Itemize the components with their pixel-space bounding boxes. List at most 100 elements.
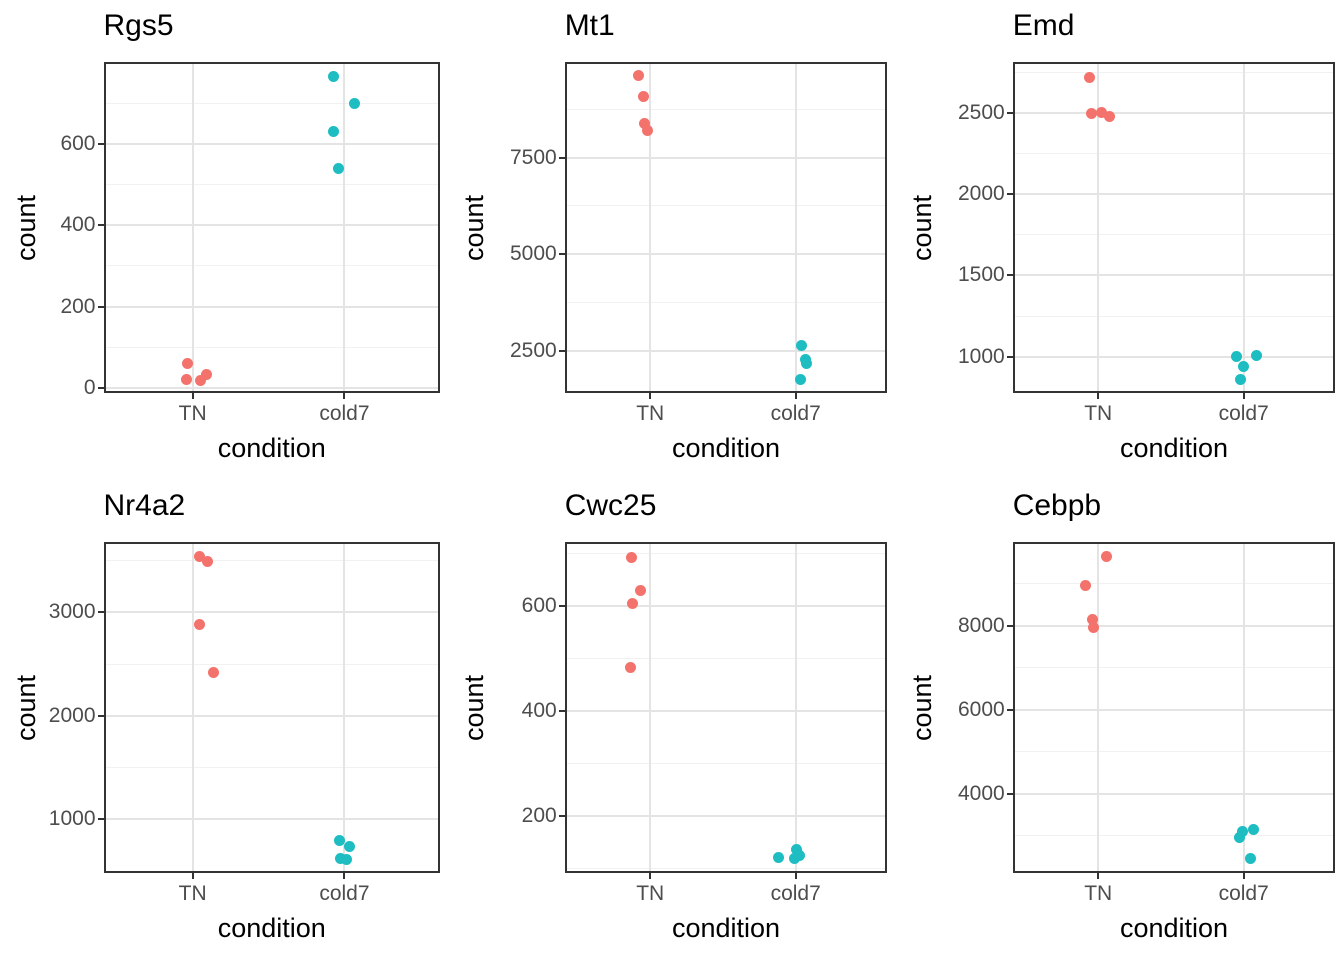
x-axis-tick	[794, 393, 797, 399]
data-point	[634, 584, 646, 596]
gridline-major-v	[191, 64, 194, 391]
panel-emd: Emd count 1000 1500 2000 2500 TN cold7 condition	[896, 0, 1344, 480]
gridline-major-h	[1014, 708, 1334, 711]
x-tick-label: cold7	[1218, 402, 1269, 425]
plot-area	[1012, 542, 1336, 873]
y-axis-title: count	[907, 194, 937, 261]
panel-title: Rgs5	[103, 9, 174, 42]
data-point	[1087, 621, 1099, 633]
x-tick-label: cold7	[770, 882, 821, 905]
data-point	[1086, 613, 1098, 625]
data-point	[348, 98, 360, 110]
gridline-major-h	[1014, 792, 1334, 795]
x-axis-tick	[649, 873, 652, 879]
x-tick-label: cold7	[770, 402, 821, 425]
gridline-major-v	[1097, 64, 1100, 391]
gridline-minor-h	[1014, 667, 1334, 669]
gridline-major-h	[105, 611, 438, 614]
panel-title: Nr4a2	[103, 489, 186, 522]
y-axis-tick	[97, 387, 104, 390]
y-axis-tick	[97, 714, 104, 717]
y-tick-label: 6000	[957, 697, 1005, 721]
x-tick-label: cold7	[319, 402, 370, 425]
y-axis-tick	[1006, 112, 1013, 115]
y-tick-label: 200	[521, 803, 557, 827]
y-axis-tick	[1006, 708, 1013, 711]
y-tick-label: 200	[60, 294, 96, 318]
y-axis-tick	[1006, 624, 1013, 627]
gridline-major-h	[105, 387, 438, 390]
gridline-major-v	[1242, 64, 1245, 391]
data-point	[1083, 71, 1095, 83]
gridline-minor-h	[1014, 751, 1334, 753]
gridline-major-h	[1014, 624, 1334, 627]
data-point	[1245, 853, 1257, 865]
data-point	[1100, 551, 1112, 563]
x-axis-title: condition	[217, 433, 326, 463]
panel-title: Emd	[1012, 9, 1075, 42]
x-axis-tick	[1097, 873, 1100, 879]
data-point	[327, 126, 339, 138]
gridline-minor-h	[1014, 234, 1334, 236]
y-tick-label: 2500	[509, 339, 557, 363]
y-axis-tick	[558, 604, 565, 607]
gridline-minor-h	[566, 867, 886, 869]
gridline-minor-h	[105, 102, 438, 104]
y-tick-label: 1000	[957, 344, 1005, 368]
plot-area	[564, 542, 888, 873]
data-point	[1095, 106, 1107, 118]
data-point	[1231, 351, 1243, 363]
gridline-major-h	[105, 305, 438, 308]
data-point	[1079, 580, 1091, 592]
x-axis-title: condition	[671, 913, 781, 943]
y-axis-tick	[1006, 274, 1013, 277]
gridline-major-h	[1014, 355, 1334, 358]
y-tick-label: 7500	[509, 145, 557, 169]
y-tick-label: 2500	[957, 101, 1005, 125]
y-tick-label: 1500	[957, 263, 1005, 287]
gridline-major-h	[566, 814, 886, 817]
gridline-major-h	[1014, 274, 1334, 277]
gridline-major-v	[1097, 544, 1100, 871]
gridline-major-h	[105, 714, 438, 717]
gridline-major-h	[566, 709, 886, 712]
x-axis-title: condition	[1119, 913, 1229, 943]
y-tick-label: 2000	[957, 182, 1005, 206]
y-axis-tick	[558, 709, 565, 712]
gridline-major-v	[343, 64, 346, 391]
gridline-minor-h	[105, 265, 438, 267]
y-tick-label: 600	[60, 131, 96, 155]
x-tick-label: cold7	[1218, 882, 1269, 905]
x-tick-label: TN	[636, 402, 665, 425]
gridline-major-v	[191, 544, 194, 871]
data-point	[1085, 108, 1097, 120]
y-axis-tick	[558, 156, 565, 159]
gridline-minor-h	[105, 767, 438, 769]
panel-mt1: Mt1 count 2500 5000 7500 TN cold7 condition	[448, 0, 896, 480]
y-tick-label: 4000	[957, 781, 1005, 805]
y-axis-tick	[558, 814, 565, 817]
y-tick-label: 400	[521, 698, 557, 722]
panel-nr4a2: Nr4a2 count 1000 2000 3000 TN cold7 condition	[0, 480, 448, 960]
data-point	[332, 162, 344, 174]
gridline-minor-h	[566, 553, 886, 555]
y-axis-title: count	[459, 194, 489, 261]
y-axis-tick	[558, 350, 565, 353]
y-axis-tick	[97, 818, 104, 821]
gridline-minor-h	[1014, 153, 1334, 155]
data-point	[638, 117, 650, 129]
data-point	[195, 375, 207, 387]
y-axis-tick	[1006, 792, 1013, 795]
gridline-minor-h	[566, 657, 886, 659]
y-tick-label: 0	[83, 376, 96, 400]
gridline-minor-h	[566, 205, 886, 207]
gridline-major-v	[649, 544, 652, 871]
data-point	[182, 358, 194, 370]
data-point	[641, 124, 653, 136]
gridline-major-h	[105, 142, 438, 145]
panel-cwc25: Cwc25 count 200 400 600 TN cold7 condition	[448, 480, 896, 960]
data-point	[334, 852, 346, 864]
data-point	[194, 619, 206, 631]
y-axis-title: count	[459, 674, 489, 741]
